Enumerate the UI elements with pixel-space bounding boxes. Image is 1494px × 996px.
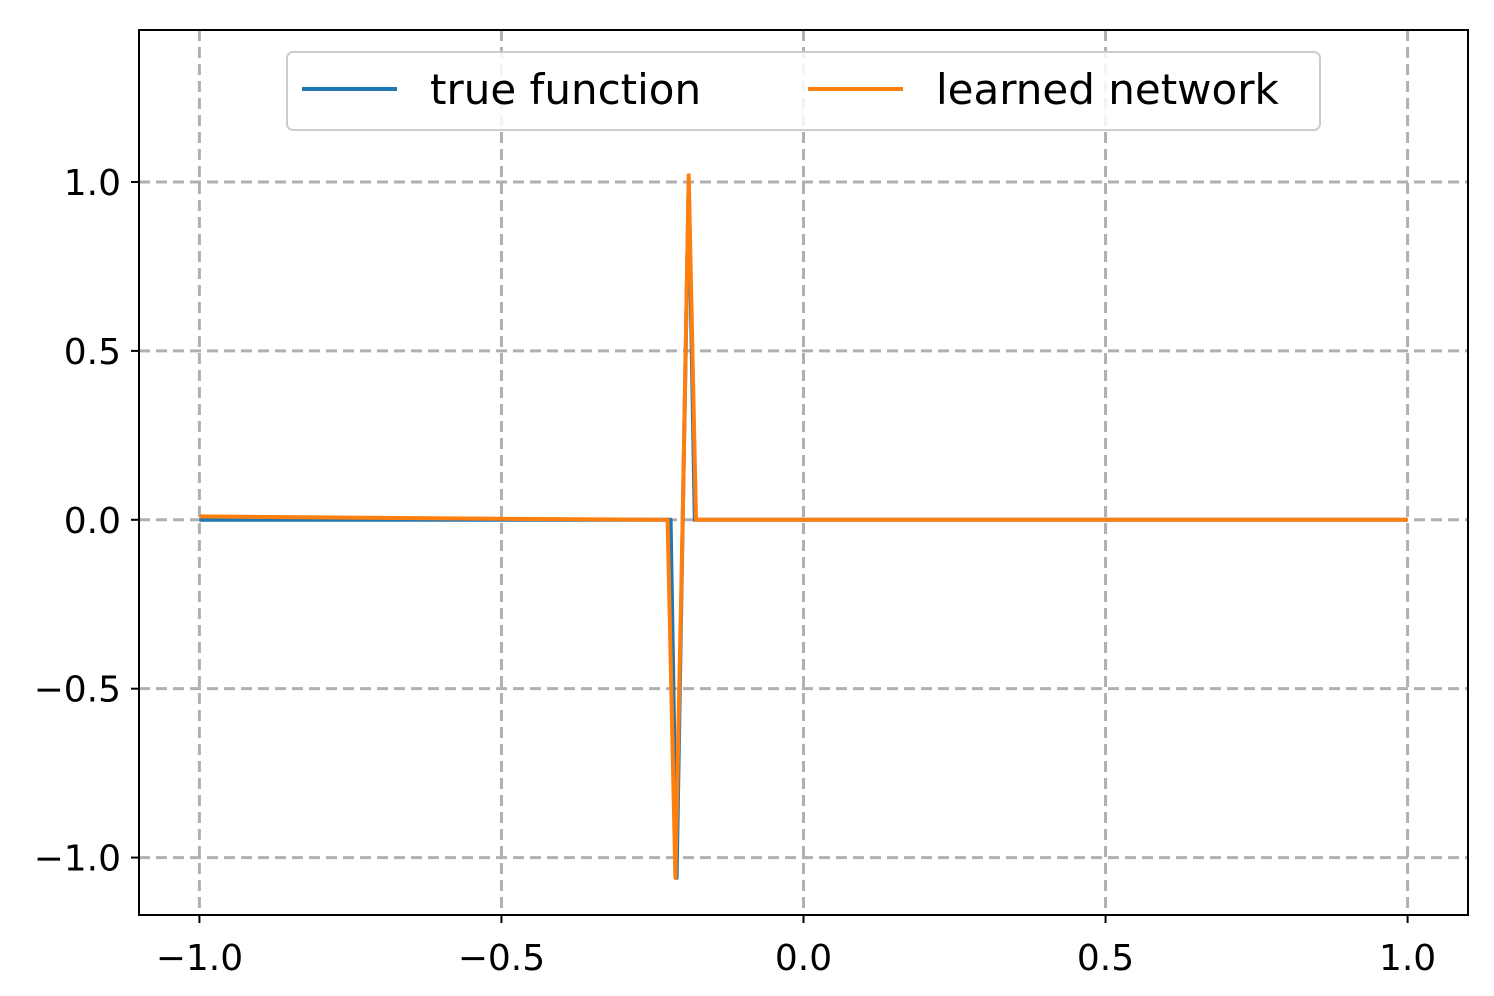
legend: true function learned network — [286, 51, 1321, 131]
y-tick-label: 0.5 — [64, 332, 121, 373]
x-tick-label: −0.5 — [458, 938, 545, 979]
x-axis-ticks: −1.0 −0.5 0.0 0.5 1.0 — [156, 915, 1436, 979]
x-tick-label: −1.0 — [156, 938, 243, 979]
plot-lines — [199, 173, 1408, 880]
y-tick-label: −0.5 — [34, 670, 121, 711]
series-line-learned-network — [199, 173, 1408, 880]
y-tick-label: −1.0 — [34, 839, 121, 880]
legend-label-true-function: true function — [430, 65, 701, 114]
legend-box — [286, 51, 1321, 131]
x-tick-label: 0.5 — [1077, 938, 1134, 979]
legend-label-learned-network: learned network — [936, 65, 1279, 114]
y-tick-label: 0.0 — [64, 501, 121, 542]
x-tick-label: 1.0 — [1379, 938, 1436, 979]
y-axis-ticks: −1.0 −0.5 0.0 0.5 1.0 — [34, 163, 139, 880]
y-tick-label: 1.0 — [64, 163, 121, 204]
x-tick-label: 0.0 — [775, 938, 832, 979]
